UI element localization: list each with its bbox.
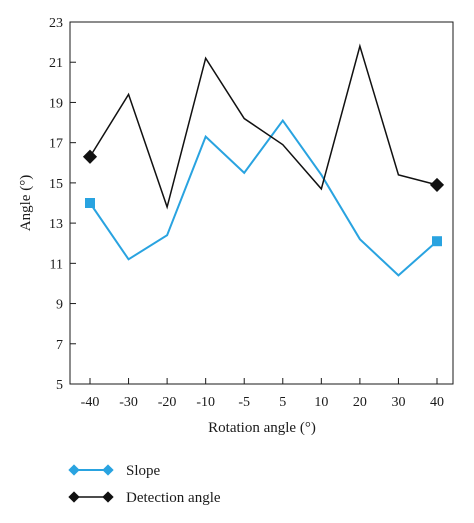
x-tick-label: -30 [119,395,138,410]
y-tick-label: 19 [49,96,63,111]
axes [69,21,454,385]
y-tick-label: 15 [49,177,63,192]
y-tick-label: 11 [50,257,63,272]
series-group [82,43,445,277]
plot-frame [69,21,454,385]
legend-item-slope: Slope [68,463,161,479]
detection-angle-series-line [89,43,438,210]
slope-point-marker [85,198,95,208]
y-axis-ticks: 5 7 9 11 13 15 17 19 21 23 [49,16,76,393]
x-tick-label: -40 [81,395,100,410]
legend-diamond-marker [102,491,114,503]
y-tick-label: 23 [49,16,63,31]
detection-angle-point-marker [82,149,98,164]
legend-item-detection-angle: Detection angle [68,490,221,506]
y-tick-label: 7 [56,338,63,353]
slope-point-marker [432,236,442,247]
x-tick-label: -20 [158,395,177,410]
x-tick-label: -10 [196,395,215,410]
legend-diamond-marker [102,464,114,476]
y-tick-label: 21 [49,56,63,71]
y-tick-label: 17 [49,137,63,152]
x-tick-label: 20 [353,395,367,410]
x-tick-label: 5 [279,395,286,410]
legend-diamond-marker [68,491,80,503]
y-tick-label: 13 [49,217,63,232]
legend-diamond-marker [68,464,80,476]
y-axis-label: Angle (°) [18,175,34,231]
legend-label: Slope [126,463,161,479]
x-axis-ticks: -40 -30 -20 -10 -5 5 10 20 30 40 [81,378,444,410]
slope-series-line [89,118,438,277]
x-axis-label: Rotation angle (°) [208,420,316,436]
x-tick-label: -5 [238,395,250,410]
x-tick-label: 30 [391,395,405,410]
y-tick-label: 5 [56,378,63,393]
x-tick-label: 40 [430,395,444,410]
y-tick-label: 9 [56,298,63,313]
legend: Slope Detection angle [68,463,221,506]
detection-angle-point-marker [429,177,445,192]
x-tick-label: 10 [314,395,328,410]
legend-label: Detection angle [126,490,221,506]
